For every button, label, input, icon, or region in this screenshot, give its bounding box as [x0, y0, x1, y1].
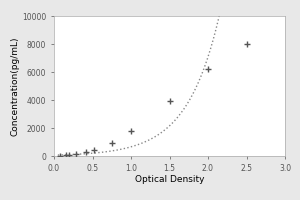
Y-axis label: Concentration(pg/mL): Concentration(pg/mL): [10, 36, 19, 136]
X-axis label: Optical Density: Optical Density: [135, 175, 204, 184]
